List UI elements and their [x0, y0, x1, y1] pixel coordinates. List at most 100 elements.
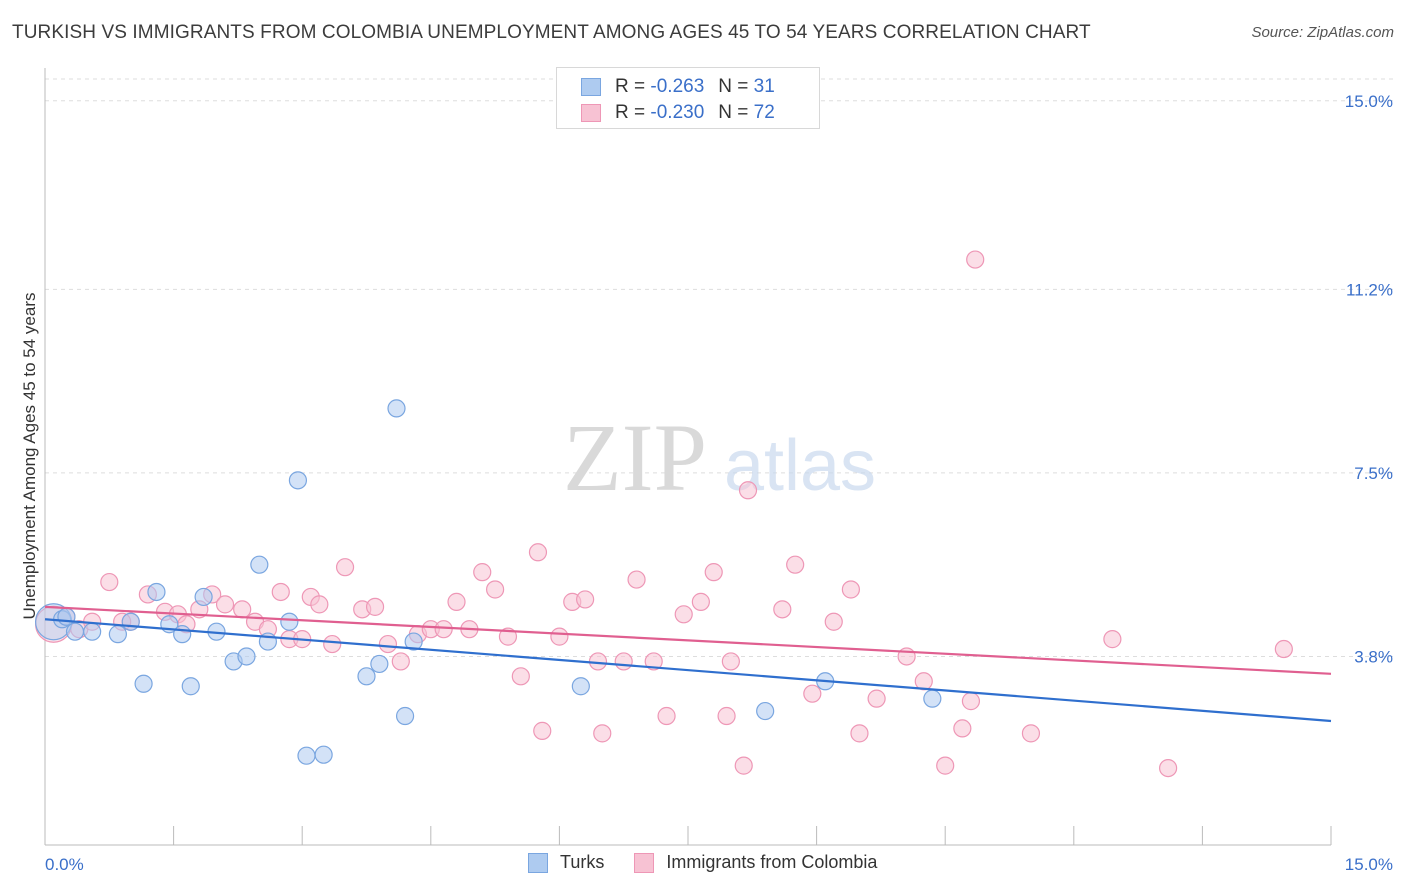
data-point-turks [147, 582, 166, 602]
data-point-colombia [773, 600, 792, 619]
data-point-colombia [271, 582, 290, 602]
y-axis-label: Unemployment Among Ages 45 to 54 years [20, 292, 39, 620]
data-point-colombia [378, 634, 398, 654]
legend-item-turks: Turks [528, 852, 604, 873]
source-label: Source: ZipAtlas.com [1251, 24, 1394, 41]
data-point-turks [387, 399, 406, 418]
data-point-turks [57, 607, 76, 626]
data-point-colombia [936, 756, 955, 775]
legend-swatch-colombia [634, 852, 655, 873]
watermark-zip: ZIP [563, 404, 707, 511]
legend-n-label: N = [718, 76, 749, 97]
data-point-colombia [528, 543, 548, 562]
data-point-turks [297, 746, 316, 765]
x-tick-label: 15.0% [1345, 855, 1393, 874]
legend-row-turks: R = -0.263 N = 31 [581, 75, 775, 99]
data-point-colombia [550, 627, 569, 646]
data-point-colombia [674, 605, 693, 624]
y-tick-label: 15.0% [1345, 92, 1393, 111]
legend-n-value: 72 [753, 102, 775, 123]
data-point-colombia [310, 595, 329, 614]
data-point-turks [181, 677, 200, 696]
data-point-colombia [233, 600, 252, 619]
data-point-colombia [657, 706, 676, 726]
data-point-turks [250, 555, 269, 574]
legend-label-colombia: Immigrants from Colombia [666, 852, 878, 872]
data-point-colombia [473, 563, 492, 582]
legend-n-label: N = [718, 102, 749, 123]
x-tick-label: 0.0% [45, 855, 84, 874]
data-point-colombia [1274, 639, 1293, 659]
chart-title: TURKISH VS IMMIGRANTS FROM COLOMBIA UNEM… [12, 22, 1091, 43]
data-point-colombia [717, 706, 736, 726]
data-point-colombia [627, 570, 646, 589]
data-point-colombia [961, 692, 981, 711]
data-point-colombia [734, 756, 753, 775]
trend-lines [44, 605, 1332, 723]
legend-item-colombia: Immigrants from Colombia [634, 852, 877, 873]
data-point-turks [288, 471, 308, 490]
data-point-colombia [100, 572, 119, 592]
data-point-colombia [434, 620, 453, 639]
data-point-turks [571, 677, 590, 696]
data-point-turks [83, 622, 102, 641]
data-point-colombia [498, 627, 518, 646]
data-point-colombia [704, 563, 723, 582]
data-point-colombia [721, 652, 740, 671]
data-point-turks [756, 701, 775, 721]
data-point-turks [395, 706, 415, 726]
axes [44, 68, 1332, 846]
data-point-turks [194, 587, 213, 607]
legend-r-value: -0.263 [650, 76, 705, 97]
data-point-colombia [1021, 724, 1041, 743]
legend-swatch-colombia [581, 104, 601, 122]
watermark: ZIP atlas [563, 404, 876, 511]
data-point-turks [121, 612, 140, 631]
legend-swatch-turks [581, 78, 601, 96]
data-point-colombia [824, 612, 843, 631]
legend-row-colombia: R = -0.230 N = 72 [581, 101, 775, 125]
y-tick-label: 7.5% [1354, 464, 1393, 483]
data-point-turks [280, 612, 299, 631]
data-point-colombia [966, 250, 985, 269]
data-point-colombia [614, 652, 633, 671]
data-point-colombia [365, 597, 385, 616]
data-point-colombia [447, 592, 466, 611]
legend-n-value: 31 [753, 76, 775, 97]
legend-r-label: R = [615, 76, 646, 97]
data-point-colombia [1103, 630, 1122, 649]
tick-labels: 3.8% 7.5% 11.2% 15.0% 0.0% 15.0% [45, 92, 1393, 874]
data-point-colombia [841, 580, 860, 599]
data-point-turks [314, 745, 333, 764]
data-point-colombia [511, 667, 530, 686]
legend-label-turks: Turks [560, 852, 605, 872]
data-point-colombia [576, 590, 595, 609]
series-legend: Turks Immigrants from Colombia [528, 852, 907, 873]
data-point-colombia [391, 652, 410, 671]
data-point-colombia [533, 721, 552, 740]
data-point-colombia [691, 592, 710, 611]
correlation-legend: R = -0.263 N = 31 R = -0.230 N = 72 [556, 67, 820, 129]
data-point-colombia [335, 558, 355, 577]
data-point-turks [370, 654, 389, 674]
data-point-colombia [644, 652, 663, 671]
series-colombia-points [34, 250, 1293, 778]
data-point-turks [108, 625, 127, 644]
trend-line-colombia [44, 605, 1332, 675]
y-tick-label: 11.2% [1346, 280, 1393, 299]
data-point-turks [404, 632, 423, 651]
legend-r-value: -0.230 [650, 102, 705, 123]
data-point-turks [923, 689, 942, 708]
trend-line-turks [44, 618, 1332, 723]
series-turks-points [34, 399, 942, 765]
data-point-turks [65, 622, 85, 641]
data-point-colombia [486, 580, 505, 599]
legend-r-label: R = [615, 102, 646, 123]
y-tick-label: 3.8% [1354, 647, 1393, 666]
data-point-colombia [953, 719, 972, 738]
data-point-turks [173, 625, 192, 644]
data-point-colombia [593, 724, 612, 743]
data-point-colombia [1159, 758, 1178, 778]
data-point-colombia [215, 595, 235, 614]
